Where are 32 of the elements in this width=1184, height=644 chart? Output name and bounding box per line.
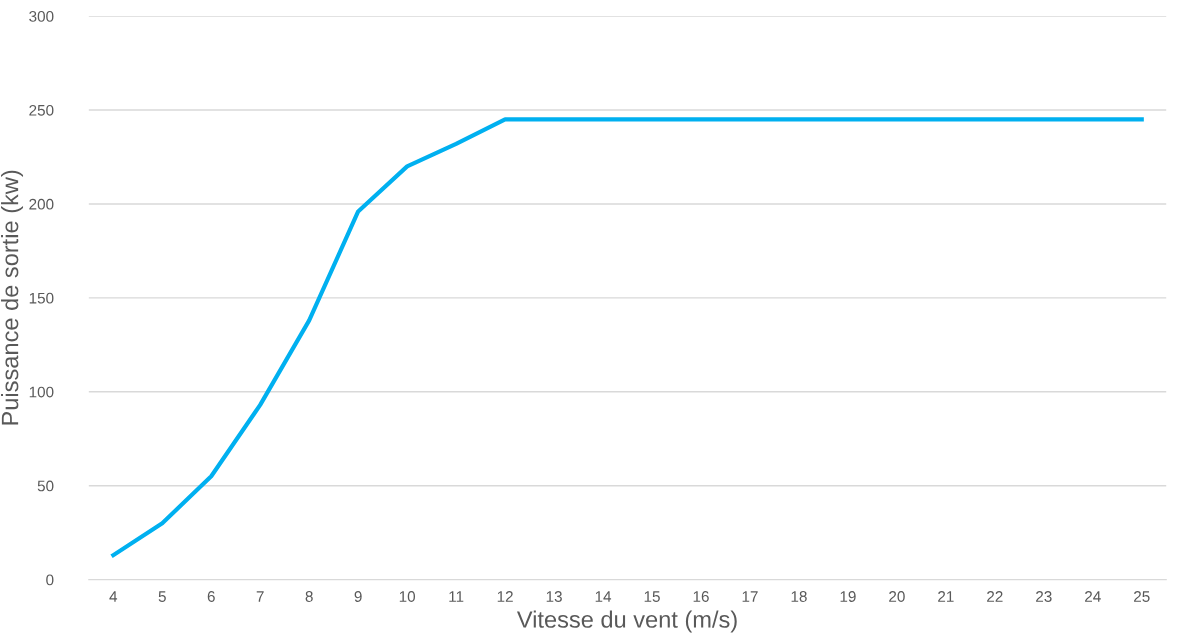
x-tick-label: 5 <box>158 591 166 602</box>
y-tick-label: 50 <box>37 480 54 492</box>
x-tick-label: 24 <box>1085 591 1101 602</box>
y-tick-label: 250 <box>29 104 54 116</box>
x-tick-label: 4 <box>109 591 118 602</box>
y-tick-label: 150 <box>29 292 54 304</box>
x-tick-label: 11 <box>449 591 464 602</box>
x-tick-label: 15 <box>644 591 660 602</box>
line-series <box>111 117 1144 558</box>
x-tick-label: 19 <box>840 591 856 602</box>
x-tick-label: 20 <box>889 591 905 602</box>
x-tick-label: 22 <box>987 591 1003 602</box>
y-tick-label: 0 <box>46 574 54 586</box>
x-tick-label: 18 <box>791 591 807 602</box>
y-tick-label: 300 <box>29 10 54 22</box>
x-tick-label: 7 <box>256 591 264 602</box>
x-tick-label: 21 <box>938 591 954 602</box>
y-tick-label: 100 <box>29 386 54 398</box>
x-tick-label: 14 <box>595 591 612 602</box>
x-tick-label: 13 <box>546 591 562 602</box>
x-tick-label: 10 <box>399 591 416 602</box>
x-tick-label: 23 <box>1036 591 1052 602</box>
x-tick-label: 9 <box>354 591 362 602</box>
x-axis-title: Vitesse du vent (m/s) <box>516 610 737 633</box>
x-tick-label: 6 <box>207 591 215 602</box>
x-tick-label: 17 <box>742 591 758 602</box>
x-tick-label: 12 <box>497 591 513 602</box>
x-tick-label: 8 <box>305 591 313 602</box>
x-tick-label: 25 <box>1134 591 1150 602</box>
y-tick-label: 200 <box>29 198 54 210</box>
y-axis-title: Puissance de sortie (kw) <box>1 170 24 425</box>
x-tick-label: 16 <box>693 591 709 602</box>
